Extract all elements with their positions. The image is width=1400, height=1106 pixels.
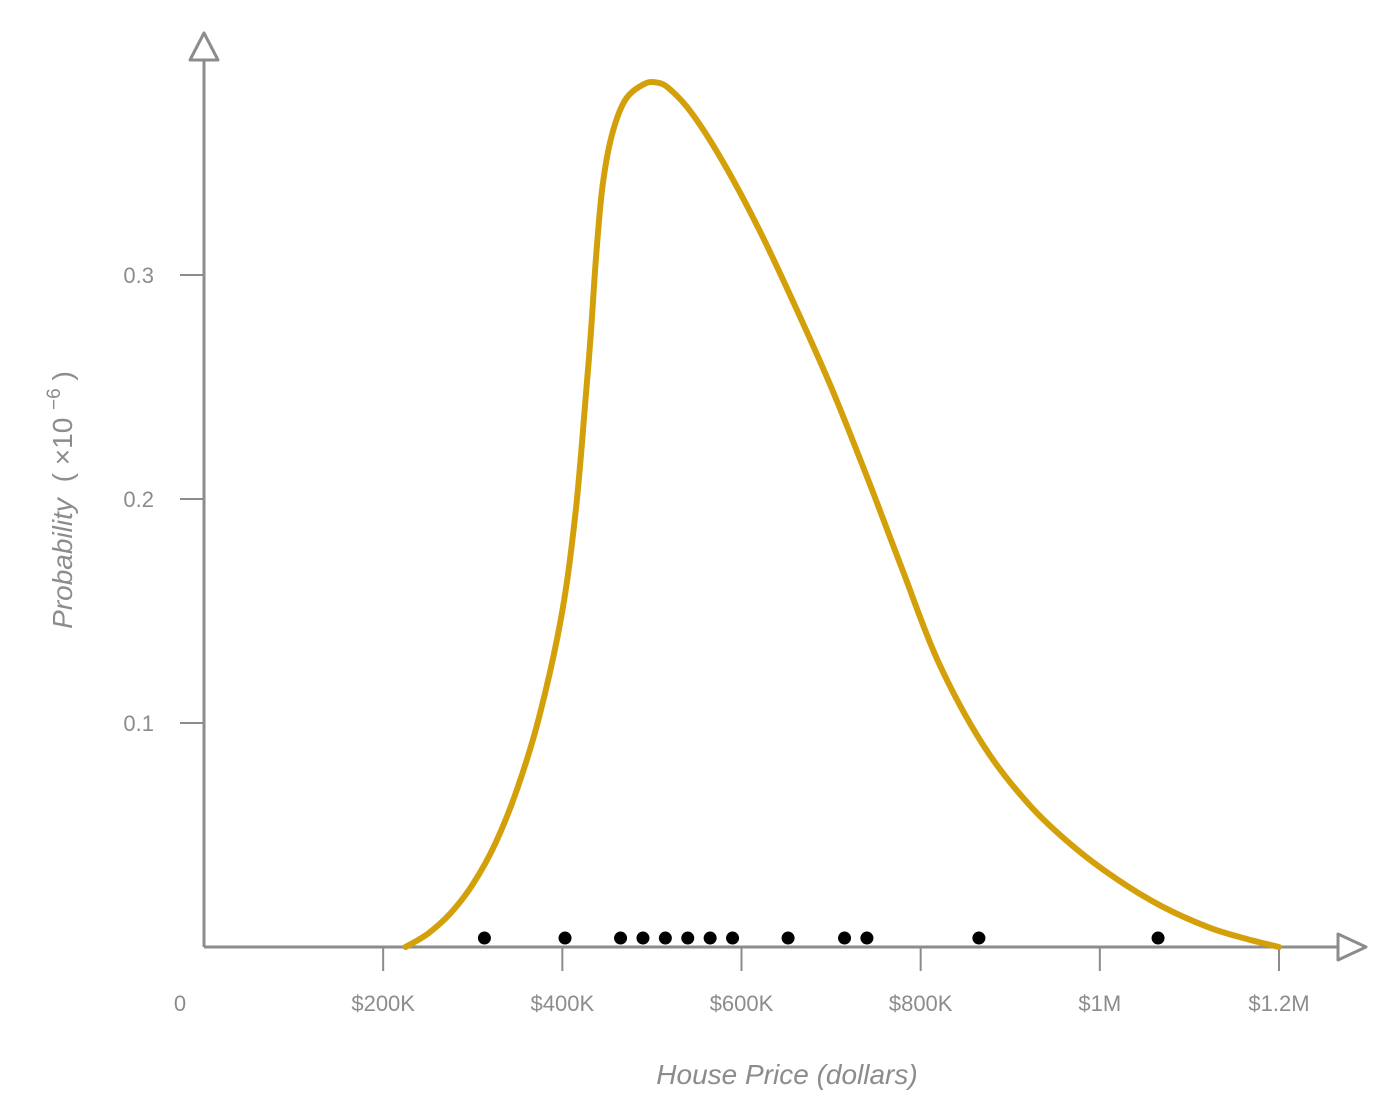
density-curve: [402, 78, 1282, 950]
x-ticks: 0 $200K $400K $600K $800K $1M $1.2M: [174, 947, 1310, 1016]
y-axis-arrow-icon: [188, 31, 220, 62]
observation-point: [781, 931, 795, 945]
observation-point: [681, 931, 695, 945]
x-tick-label: $600K: [710, 991, 774, 1016]
y-axis: 0.1 0.2 0.3: [123, 31, 220, 947]
observation-point: [860, 931, 874, 945]
observation-point: [703, 931, 717, 945]
observation-point: [477, 931, 491, 945]
x-tick-label: $800K: [889, 991, 953, 1016]
y-ticks: 0.1 0.2 0.3: [123, 263, 204, 736]
svg-text:Probability ( ×10: Probability ( ×10 −6 ): [35, 371, 78, 629]
x-tick-label: 0: [174, 991, 186, 1016]
observation-point: [726, 931, 740, 945]
x-tick-label: $1M: [1078, 991, 1121, 1016]
x-tick-label: $1.2M: [1248, 991, 1309, 1016]
y-tick-label: 0.2: [123, 487, 154, 512]
y-axis-title: Probability ( ×10 −6 ): [35, 371, 78, 629]
plot-area: [402, 78, 1282, 950]
x-axis-arrow-icon: [1336, 932, 1368, 962]
x-tick-label: $400K: [531, 991, 595, 1016]
y-tick-label: 0.3: [123, 263, 154, 288]
x-axis-title: House Price (dollars): [656, 1059, 917, 1090]
observation-point: [614, 931, 628, 945]
y-tick-label: 0.1: [123, 711, 154, 736]
observation-point: [558, 931, 572, 945]
y-axis-title-suffix: ): [47, 371, 78, 380]
observation-point: [972, 931, 986, 945]
observation-point: [838, 931, 852, 945]
y-axis-title-exponent: −6: [44, 388, 65, 410]
observation-point: [636, 931, 650, 945]
y-axis-title-text: Probability: [47, 496, 78, 629]
x-tick-label: $200K: [351, 991, 415, 1016]
observation-point: [1151, 931, 1165, 945]
y-axis-title-multiplier: ( ×10: [47, 418, 78, 483]
observation-point: [658, 931, 672, 945]
x-axis: 0 $200K $400K $600K $800K $1M $1.2M: [174, 932, 1368, 1016]
